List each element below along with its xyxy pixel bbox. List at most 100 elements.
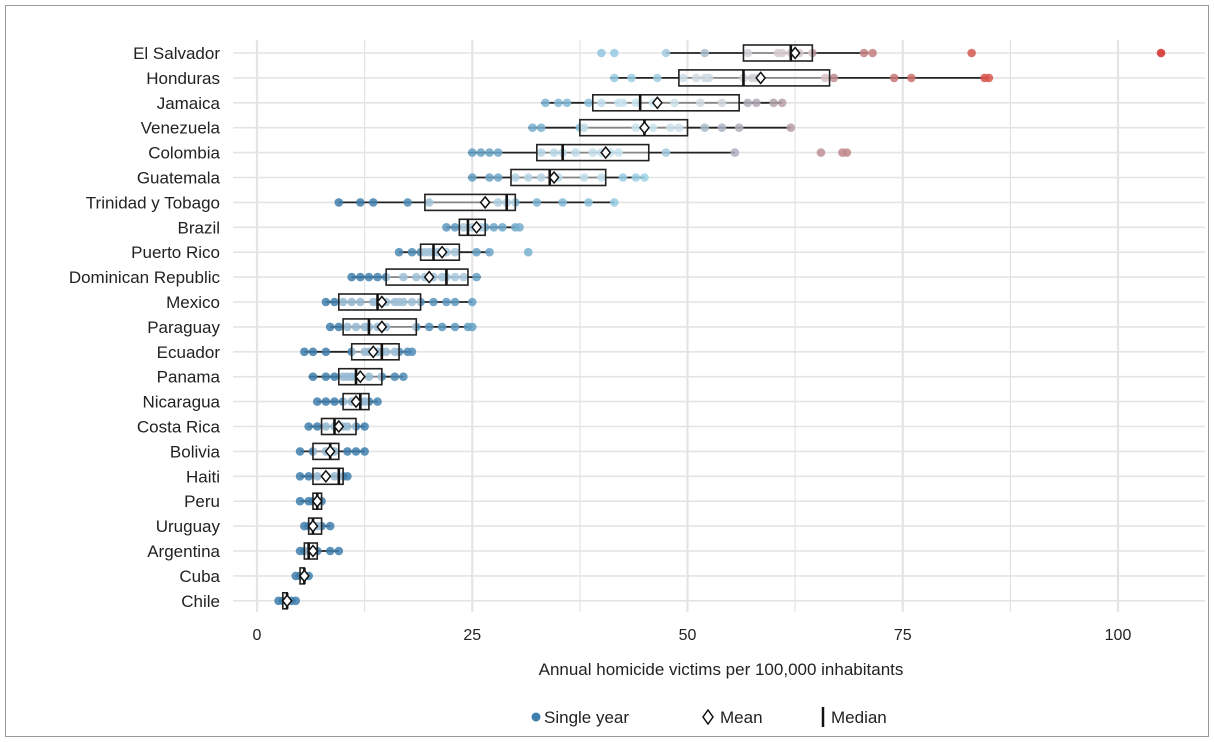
single-year-point [295,496,305,506]
category-label: Peru [184,492,220,511]
single-year-point [558,198,567,207]
x-axis-ticks: 0 25 50 75 100 [253,627,1132,644]
single-year-point [399,297,408,307]
single-year-point [343,447,352,456]
x-tick-label: 0 [253,627,262,644]
single-year-point [661,148,671,157]
category-label: Uruguay [156,517,221,536]
single-year-point [691,73,701,83]
single-year-point [304,422,313,431]
mean-diamond [789,46,801,60]
single-year-point [610,48,619,58]
legend-mean-marker [702,708,714,726]
iqr-box [536,143,650,162]
single-year-point [300,347,309,357]
single-year-point [670,98,679,108]
iqr-box [424,193,517,212]
single-year-point [295,447,305,456]
category-label: Mexico [166,293,220,312]
single-year-point [343,422,352,431]
single-year-point [351,447,361,456]
single-year-point [614,148,623,157]
single-year-point [528,123,537,132]
single-year-point [777,48,787,58]
single-year-point [459,223,468,232]
single-year-point [536,123,546,132]
legend-single-year-label: Single year [544,708,629,727]
mean-diamond [376,295,388,309]
single-year-point [610,73,619,83]
single-year-point [334,546,344,556]
mean-diamond [367,345,379,359]
single-year-point [334,198,344,207]
single-year-point [373,272,382,282]
single-year-point [627,73,636,83]
category-label: Jamaica [157,94,221,113]
mean-diamond [600,145,612,160]
single-year-point [442,223,451,232]
single-year-point [356,272,365,282]
single-year-point [424,198,434,207]
x-tick-label: 100 [1105,627,1132,644]
single-year-point [291,596,301,606]
single-year-point [868,48,877,58]
single-year-point [347,272,357,282]
mean-diamond [651,96,663,110]
single-year-point [786,123,796,132]
single-year-point [485,173,494,182]
x-tick-label: 25 [463,627,481,644]
single-year-point [394,247,404,257]
single-year-point [472,247,481,257]
category-label: Haiti [186,467,220,486]
category-label: Colombia [148,144,220,163]
single-year-point [734,123,744,132]
single-year-point [493,173,503,182]
single-year-point [717,98,727,108]
single-year-point [584,98,593,108]
single-year-point [312,472,322,481]
single-year-point [984,73,994,83]
legend-mean-label: Mean [720,708,763,727]
single-year-point [631,123,641,132]
mean-diamond [298,569,310,583]
single-year-point [700,123,710,132]
single-year-point [364,372,374,382]
single-year-point [407,347,417,357]
single-year-point [459,272,468,282]
mean-diamond [307,519,319,533]
single-year-point [597,173,606,182]
single-year-point [360,422,369,431]
single-year-point [356,297,365,307]
mean-diamond [307,544,319,558]
single-year-point [295,472,305,481]
legend-median-label: Median [831,708,887,727]
single-year-point [403,198,412,207]
category-label: Dominican Republic [69,268,221,287]
single-year-point [351,322,361,332]
single-year-point [674,123,684,132]
single-year-point [631,98,641,108]
category-label: Ecuador [157,343,221,362]
x-tick-label: 50 [679,627,697,644]
x-axis-title: Annual homicide victims per 100,000 inha… [539,660,904,679]
mean-diamond [471,220,483,234]
single-year-point [493,198,503,207]
single-year-point [665,123,675,132]
single-year-point [450,247,460,257]
single-year-point [450,272,460,282]
mean-diamond [350,394,362,409]
mean-diamond [333,419,345,434]
iqr-box [742,44,814,62]
single-year-point [532,198,542,207]
category-label: Panama [157,368,221,387]
single-year-point [661,48,671,58]
single-year-point [549,148,559,157]
category-label: Cuba [179,567,220,586]
mean-diamond [311,494,323,508]
category-label: Venezuela [141,119,221,138]
single-year-point [360,447,369,456]
single-year-point [429,297,438,307]
single-year-point [312,422,322,431]
mean-diamond [320,469,332,483]
